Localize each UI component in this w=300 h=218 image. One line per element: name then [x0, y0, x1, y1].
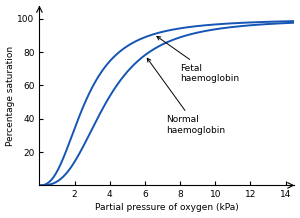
Y-axis label: Percentage saturation: Percentage saturation — [6, 45, 15, 146]
Text: Fetal
haemoglobin: Fetal haemoglobin — [157, 36, 239, 83]
Text: Normal
haemoglobin: Normal haemoglobin — [147, 58, 225, 135]
X-axis label: Partial pressure of oxygen (kPa): Partial pressure of oxygen (kPa) — [95, 203, 239, 213]
